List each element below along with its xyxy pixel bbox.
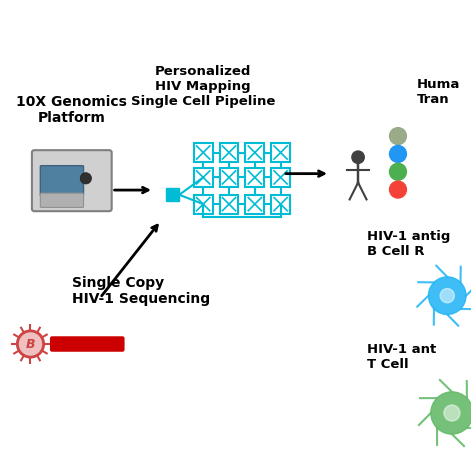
FancyBboxPatch shape <box>40 193 83 208</box>
Polygon shape <box>194 195 212 213</box>
Circle shape <box>431 392 473 434</box>
Polygon shape <box>271 143 290 162</box>
Text: HIV-1 antig
B Cell R: HIV-1 antig B Cell R <box>367 230 451 258</box>
Circle shape <box>390 146 406 163</box>
Circle shape <box>428 277 466 314</box>
Text: Personalized
HIV Mapping
Single Cell Pipeline: Personalized HIV Mapping Single Cell Pip… <box>131 65 275 109</box>
Circle shape <box>390 181 406 198</box>
Circle shape <box>444 405 460 421</box>
FancyBboxPatch shape <box>51 337 124 351</box>
FancyBboxPatch shape <box>40 165 83 196</box>
Text: 10X Genomics
Platform: 10X Genomics Platform <box>16 95 127 126</box>
Circle shape <box>390 128 406 145</box>
Text: Single Copy
HIV-1 Sequencing: Single Copy HIV-1 Sequencing <box>72 276 210 306</box>
Circle shape <box>390 164 406 180</box>
Polygon shape <box>219 195 238 213</box>
Polygon shape <box>219 143 238 162</box>
Polygon shape <box>219 168 238 187</box>
Circle shape <box>440 289 455 303</box>
Polygon shape <box>246 195 264 213</box>
Polygon shape <box>246 168 264 187</box>
Text: Huma
Tran: Huma Tran <box>417 78 460 106</box>
Polygon shape <box>166 188 179 201</box>
Polygon shape <box>271 195 290 213</box>
Polygon shape <box>194 143 212 162</box>
Polygon shape <box>271 168 290 187</box>
Text: HIV-1 ant
T Cell: HIV-1 ant T Cell <box>367 343 437 371</box>
Polygon shape <box>194 168 212 187</box>
Text: B: B <box>26 337 35 350</box>
Circle shape <box>352 151 365 164</box>
FancyBboxPatch shape <box>32 150 112 211</box>
Polygon shape <box>246 143 264 162</box>
Circle shape <box>80 173 91 184</box>
Circle shape <box>18 331 44 357</box>
